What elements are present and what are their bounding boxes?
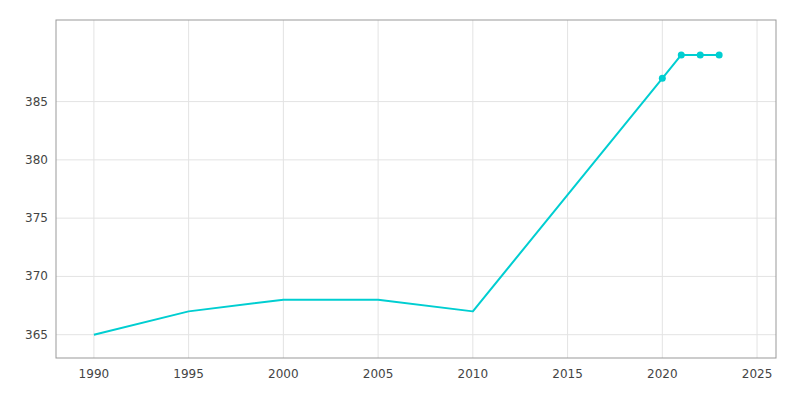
marker (697, 51, 704, 58)
marker (716, 51, 723, 58)
y-grid-line (56, 218, 776, 219)
x-grid-line (567, 20, 568, 358)
line (94, 55, 719, 335)
x-tick-label: 2020 (647, 367, 678, 381)
x-tick-label: 2025 (742, 367, 773, 381)
plot-area (94, 51, 723, 334)
y-grid-line (56, 101, 776, 102)
x-grid-line (378, 20, 379, 358)
x-grid-line (188, 20, 189, 358)
chart-container: 1990 1995 2000 2005 2010 2015 2020 2025 365 370 37… (0, 0, 800, 400)
marker (678, 51, 685, 58)
plot-frame (56, 20, 776, 358)
x-tick-label: 2000 (268, 367, 299, 381)
y-tick-label: 375 (25, 211, 48, 225)
y-tick-label: 370 (25, 269, 48, 283)
x-tick-label: 1995 (173, 367, 204, 381)
x-grid-line (283, 20, 284, 358)
y-tick-label: 385 (25, 95, 48, 109)
tick-labels: 1990 1995 2000 2005 2010 2015 2020 2025 365 370 37… (25, 95, 772, 381)
y-tick-label: 380 (25, 153, 48, 167)
x-tick-label: 1990 (79, 367, 110, 381)
x-tick-label: 2005 (363, 367, 394, 381)
x-grid-line (93, 20, 94, 358)
x-tick-label: 2010 (458, 367, 489, 381)
y-grid-line (56, 276, 776, 277)
chart-svg: 1990 1995 2000 2005 2010 2015 2020 2025 365 370 37… (0, 0, 800, 400)
x-tick-label: 2015 (552, 367, 583, 381)
grid (56, 20, 776, 358)
x-grid-line (662, 20, 663, 358)
x-grid-line (757, 20, 758, 358)
marker (659, 75, 666, 82)
y-grid-line (56, 159, 776, 160)
y-grid-line (56, 334, 776, 335)
x-grid-line (472, 20, 473, 358)
y-tick-label: 365 (25, 328, 48, 342)
